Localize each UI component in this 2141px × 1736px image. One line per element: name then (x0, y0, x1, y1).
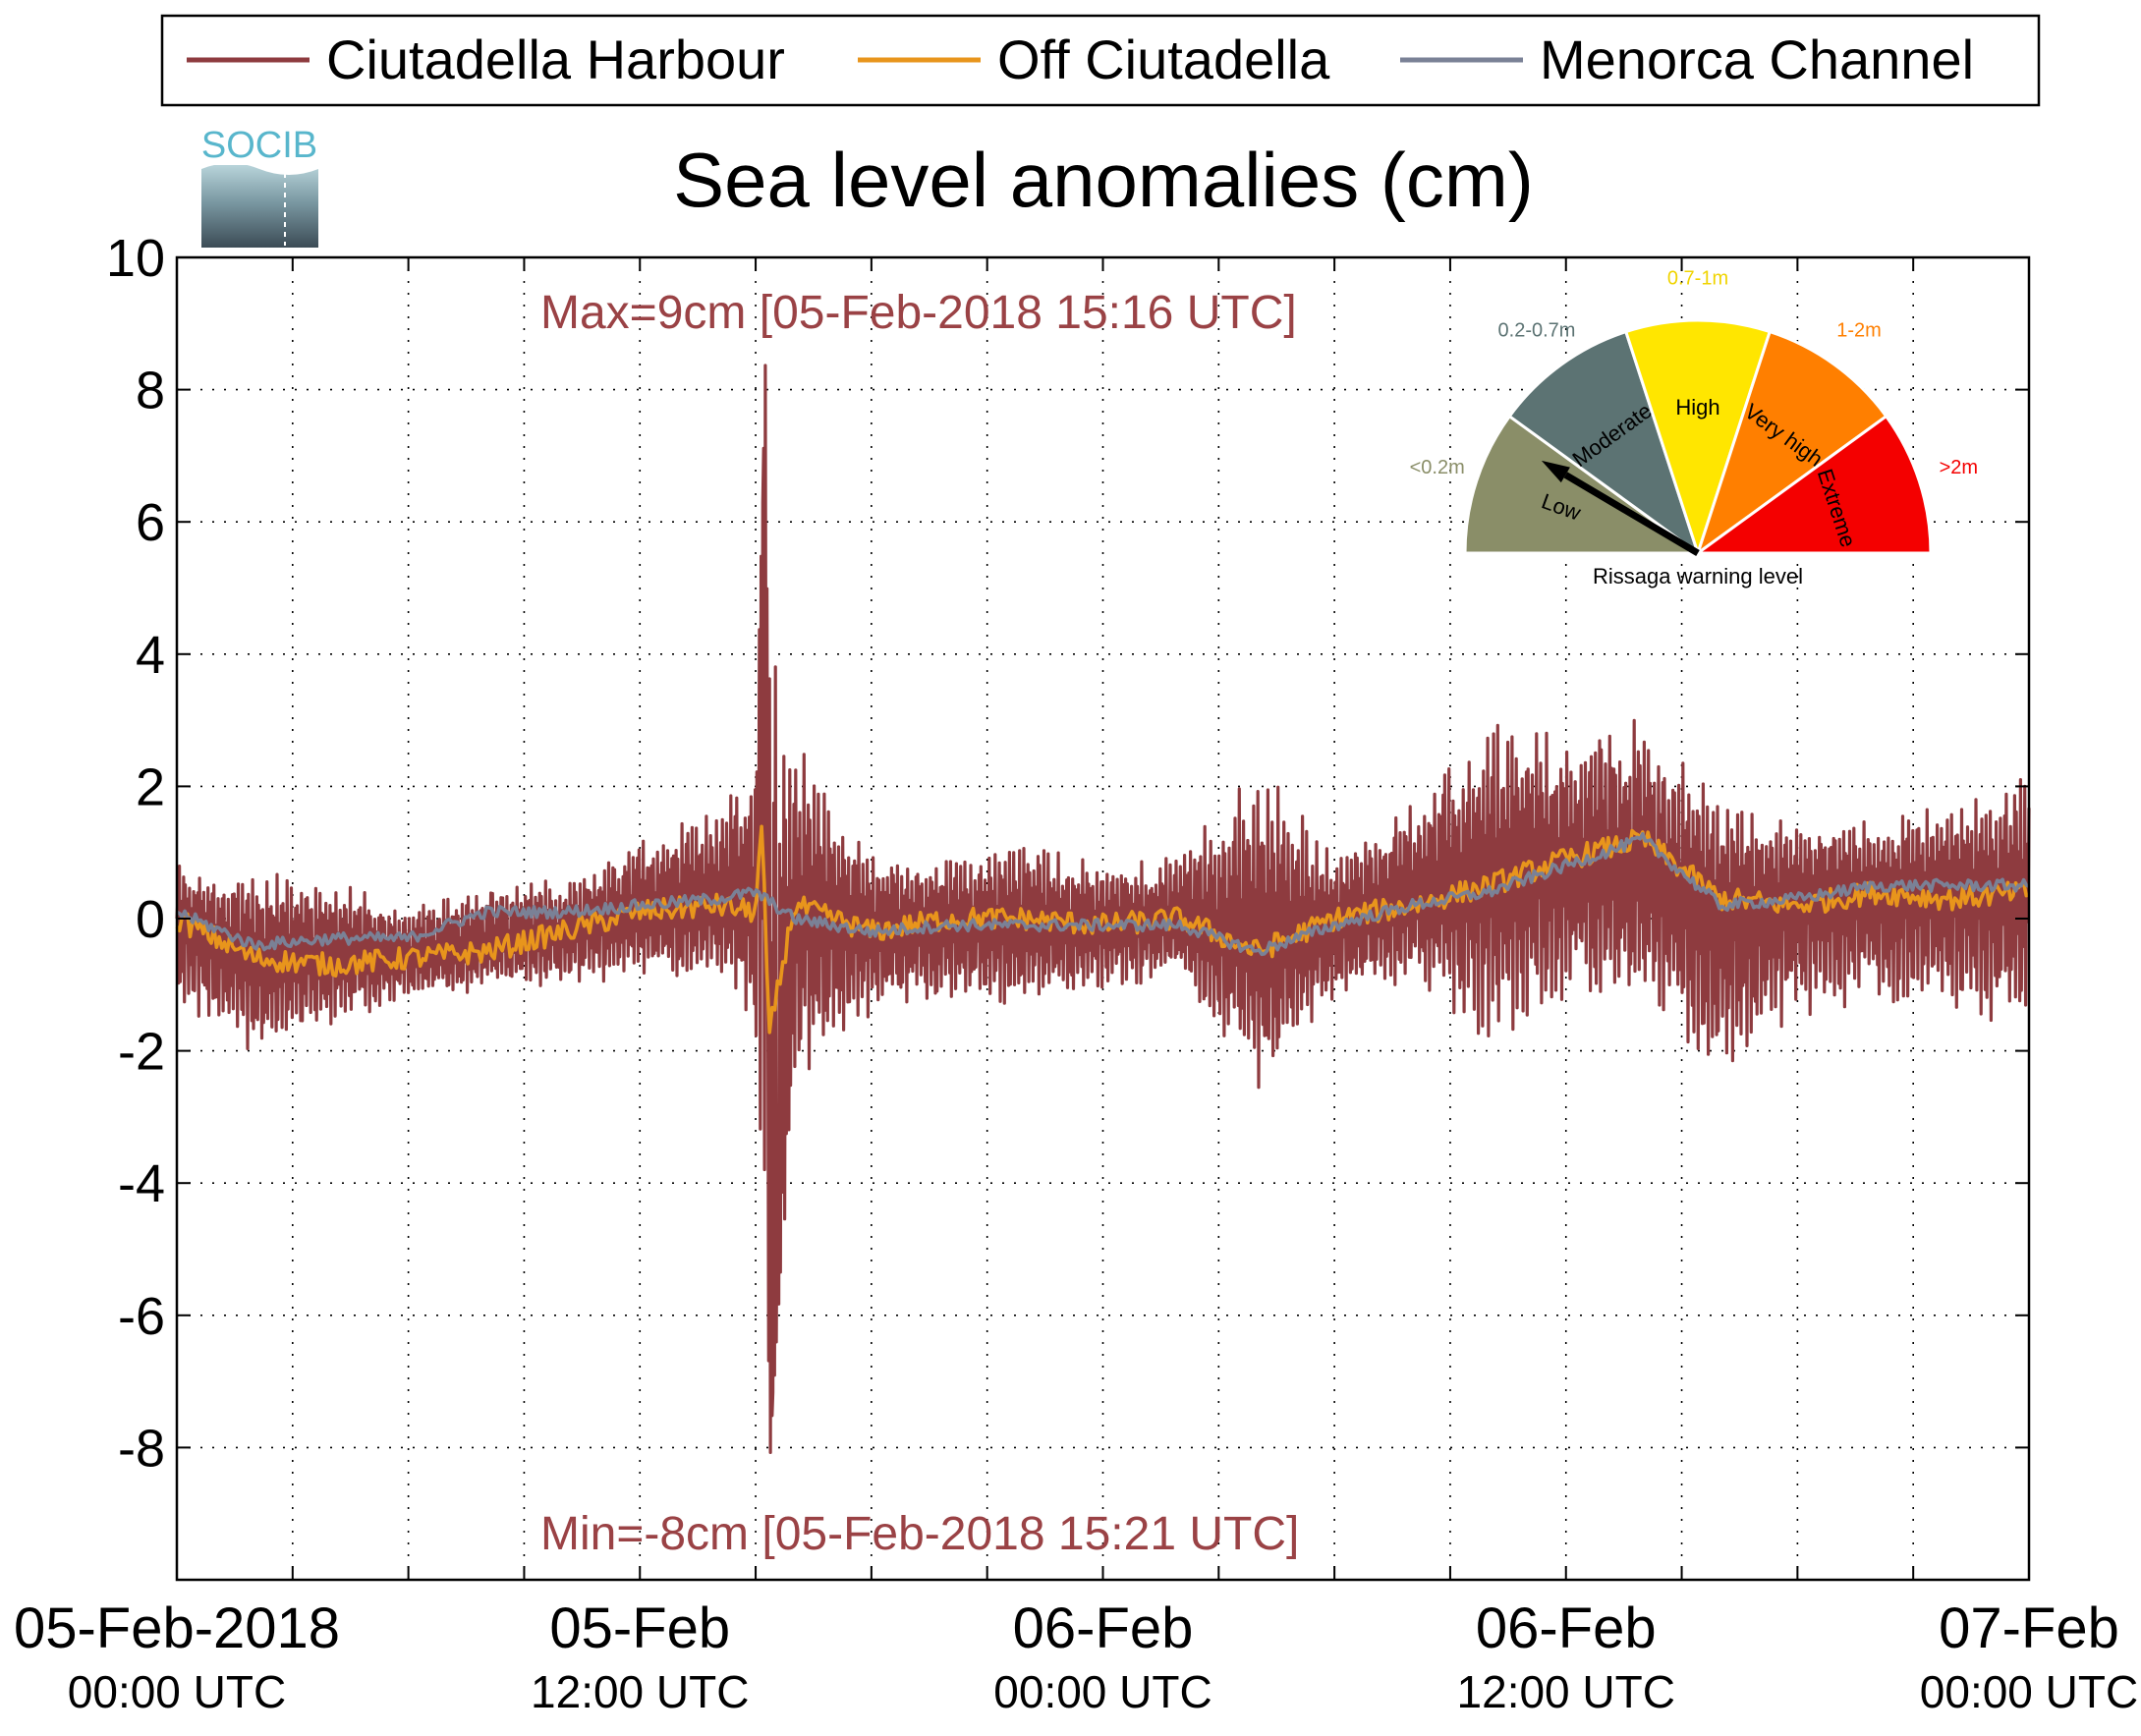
x-tick-label-time: 12:00 UTC (1457, 1666, 1675, 1717)
x-tick-label-time: 12:00 UTC (531, 1666, 749, 1717)
min-annotation: Min=-8cm [05-Feb-2018 15:21 UTC] (540, 1508, 1299, 1560)
gauge-range-label: >2m (1940, 457, 1978, 478)
max-annotation: Max=9cm [05-Feb-2018 15:16 UTC] (540, 287, 1297, 339)
gauge-segment-label: High (1675, 395, 1719, 420)
y-tick-label: 6 (136, 493, 165, 552)
gauge-segment-very-high (1695, 329, 1888, 557)
y-tick-label: 10 (106, 229, 165, 288)
socib-logo-wave-crest-icon (201, 163, 318, 175)
x-tick-label-date: 07-Feb (1939, 1596, 2119, 1660)
x-tick-labels: 05-Feb-2018 00:00 UTC 05-Feb 12:00 UTC 06-Fe… (14, 1596, 2138, 1717)
plot-frame (175, 255, 2031, 1582)
gauge-range-label: 0.7-1m (1667, 267, 1728, 289)
x-tick-label-time: 00:00 UTC (993, 1666, 1211, 1717)
y-tick-label: -6 (118, 1287, 165, 1346)
y-tick-label: -4 (118, 1154, 165, 1213)
gauge-range-label: 1-2m (1836, 320, 1882, 342)
series-line-off-ciutadella (175, 824, 2030, 1035)
x-tick-label-time: 00:00 UTC (68, 1666, 286, 1717)
gauge-range-label: <0.2m (1410, 457, 1465, 478)
y-tick-label: 2 (136, 757, 165, 816)
chart-title: Sea level anomalies (cm) (673, 137, 1534, 223)
legend-label-off: Off Ciutadella (997, 28, 1330, 90)
gauge-needle (1563, 472, 1700, 557)
x-tick-label-date: 05-Feb-2018 (14, 1596, 340, 1660)
y-tick-labels: 10 8 6 4 2 0 -2 -4 -6 -8 (106, 229, 165, 1478)
socib-logo-wave-icon (201, 165, 318, 248)
gauge-caption: Rissaga warning level (1593, 564, 1803, 588)
y-tick-label: -8 (118, 1419, 165, 1478)
gauge-segment-high (1623, 318, 1773, 558)
x-tick-label-date: 06-Feb (1013, 1596, 1194, 1660)
y-tick-label: 8 (136, 362, 165, 420)
legend-label-harbour: Ciutadella Harbour (326, 28, 785, 90)
series-line-menorca-channel (176, 831, 2030, 957)
gauge-needle-head-icon (1541, 460, 1570, 483)
gauge-segment-extreme (1693, 414, 1933, 555)
series-layer (175, 364, 2031, 1455)
legend: Ciutadella Harbour Off Ciutadella Menorc… (160, 14, 2041, 107)
series-line-ciutadella-harbour (175, 364, 2031, 1455)
y-tick-label: -2 (118, 1023, 165, 1082)
x-tick-label-time: 00:00 UTC (1920, 1666, 2138, 1717)
legend-frame (160, 14, 2041, 107)
socib-logo: SOCIB (201, 125, 318, 248)
axis-ticks (177, 256, 2029, 1580)
gauge-segment-moderate (1507, 329, 1701, 557)
x-tick-label-date: 05-Feb (549, 1596, 730, 1660)
socib-logo-text: SOCIB (201, 125, 317, 166)
gauge-range-label: 0.2-0.7m (1498, 320, 1576, 342)
x-tick-label-date: 06-Feb (1476, 1596, 1657, 1660)
y-tick-label: 4 (136, 626, 165, 685)
legend-label-channel: Menorca Channel (1540, 28, 1974, 90)
y-tick-label: 0 (136, 890, 165, 949)
